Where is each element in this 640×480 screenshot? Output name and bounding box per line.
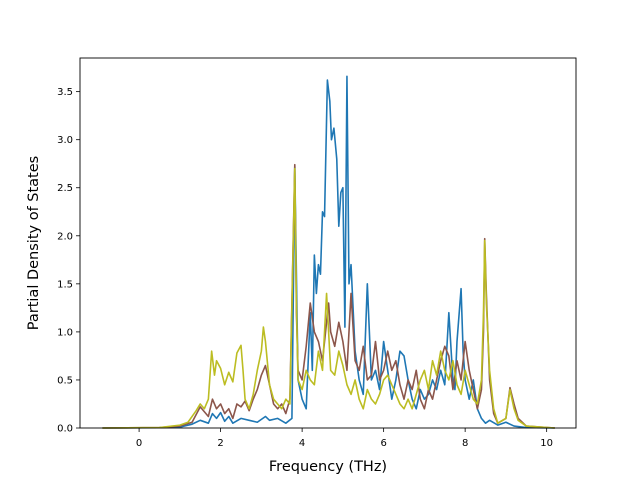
- series-line-3: [102, 167, 555, 429]
- y-axis: 0.0 0.5 1.0 1.5 2.0 2.5 3.0 3.5: [57, 87, 80, 435]
- x-axis: 0 2 4 6 8 10: [136, 428, 553, 449]
- x-tick-label: 8: [462, 438, 468, 449]
- y-tick-label: 1.5: [57, 279, 73, 290]
- y-tick-label: 1.0: [57, 327, 73, 338]
- x-tick-label: 0: [136, 438, 142, 449]
- x-axis-label: Frequency (THz): [269, 459, 387, 475]
- y-tick-label: 0.0: [57, 424, 73, 435]
- y-tick-label: 0.5: [57, 375, 73, 386]
- x-tick-label: 10: [540, 438, 553, 449]
- plot-area-frame: [79, 57, 577, 429]
- x-tick-label: 4: [299, 438, 305, 449]
- y-axis-label: Partial Density of States: [26, 156, 42, 330]
- y-tick-label: 2.0: [57, 231, 73, 242]
- y-tick-label: 2.5: [57, 183, 73, 194]
- series-line-1: [102, 75, 555, 429]
- y-tick-label: 3.0: [57, 135, 73, 146]
- x-tick-label: 6: [380, 438, 386, 449]
- y-tick-label: 3.5: [57, 87, 73, 98]
- series-layer: [102, 75, 555, 429]
- x-tick-label: 2: [217, 438, 223, 449]
